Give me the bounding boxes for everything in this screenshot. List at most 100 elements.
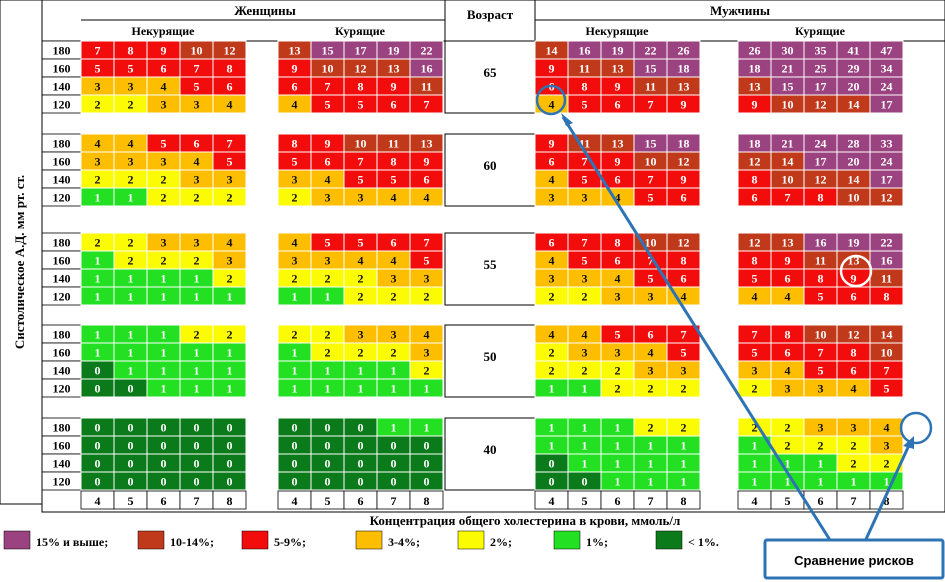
risk-value: 2	[615, 382, 621, 396]
risk-value: 9	[615, 155, 621, 169]
risk-value: 7	[358, 155, 364, 169]
risk-value: 8	[818, 272, 824, 286]
risk-value: 10	[782, 173, 794, 187]
risk-value: 10	[782, 98, 794, 112]
risk-value: 13	[421, 137, 433, 151]
risk-value: 6	[851, 364, 857, 378]
risk-value: 2	[358, 346, 364, 360]
risk-value: 3	[128, 155, 134, 169]
risk-value: 1	[95, 191, 101, 205]
risk-value: 4	[549, 98, 555, 112]
risk-value: 3	[424, 272, 430, 286]
risk-value: 14	[782, 155, 794, 169]
risk-value: 5	[128, 62, 134, 76]
risk-value: 0	[227, 439, 233, 453]
risk-value: 0	[194, 457, 200, 471]
risk-value: 8	[615, 236, 621, 250]
table-frame	[41, 0, 945, 513]
risk-value: 0	[424, 475, 430, 489]
risk-value: 13	[388, 62, 400, 76]
annotation-arrow	[561, 116, 837, 549]
risk-value: 7	[95, 44, 101, 58]
risk-value: 26	[678, 44, 690, 58]
bp-label: 140	[53, 457, 71, 471]
risk-value: 15	[322, 44, 334, 58]
risk-value: 5	[227, 155, 233, 169]
risk-value: 41	[848, 44, 860, 58]
risk-value: 20	[848, 155, 860, 169]
risk-value: 1	[851, 475, 857, 489]
risk-value: 0	[95, 382, 101, 396]
risk-value: 5	[391, 173, 397, 187]
cholesterol-tick: 7	[194, 494, 200, 508]
risk-value: 11	[579, 62, 590, 76]
risk-value: 5	[194, 80, 200, 94]
risk-value: 3	[194, 236, 200, 250]
risk-value: 8	[851, 346, 857, 360]
risk-cell-men-nonsmokers	[666, 471, 701, 491]
risk-value: 3	[391, 328, 397, 342]
risk-value: 26	[749, 44, 761, 58]
risk-value: 0	[358, 457, 364, 471]
risk-value: 0	[292, 439, 298, 453]
risk-cell-men-smokers	[869, 187, 904, 207]
risk-value: 0	[424, 457, 430, 471]
risk-value: 3	[358, 191, 364, 205]
risk-value: 8	[227, 62, 233, 76]
risk-value: 21	[782, 137, 794, 151]
cholesterol-tick: 4	[549, 494, 555, 508]
risk-value: 3	[161, 236, 167, 250]
risk-value: 1	[752, 457, 758, 471]
bp-label: 160	[53, 155, 71, 169]
risk-value: 28	[848, 137, 860, 151]
risk-value: 10	[815, 328, 827, 342]
risk-value: 7	[325, 80, 331, 94]
risk-value: 6	[681, 191, 687, 205]
risk-value: 1	[549, 382, 555, 396]
risk-value: 4	[391, 191, 397, 205]
risk-value: 9	[292, 62, 298, 76]
risk-value: 2	[785, 439, 791, 453]
risk-value: 12	[749, 155, 761, 169]
risk-value: 4	[681, 290, 687, 304]
risk-value: 16	[579, 44, 591, 58]
risk-value: 1	[161, 328, 167, 342]
risk-value: 2	[818, 439, 824, 453]
risk-value: 1	[582, 457, 588, 471]
risk-value: 8	[752, 254, 758, 268]
risk-value: 1	[95, 272, 101, 286]
risk-value: 0	[95, 475, 101, 489]
risk-value: 34	[881, 62, 893, 76]
risk-value: 2	[549, 290, 555, 304]
risk-value: 2	[128, 173, 134, 187]
risk-value: 4	[582, 328, 588, 342]
risk-value: 0	[292, 421, 298, 435]
risk-value: 2	[615, 364, 621, 378]
risk-value: 13	[678, 80, 690, 94]
risk-value: 6	[227, 80, 233, 94]
risk-cell-women-smokers	[409, 286, 444, 306]
risk-value: 1	[615, 457, 621, 471]
annotation-circle	[839, 254, 873, 288]
risk-value: 1	[128, 364, 134, 378]
cholesterol-tick: 4	[292, 494, 298, 508]
risk-value: 4	[615, 191, 621, 205]
risk-value: 4	[549, 254, 555, 268]
risk-value: 1	[292, 382, 298, 396]
risk-value: 2	[851, 439, 857, 453]
risk-value: 2	[681, 421, 687, 435]
risk-value: 11	[421, 80, 432, 94]
risk-value: 5	[648, 272, 654, 286]
risk-value: 3	[161, 155, 167, 169]
chol-cell	[666, 490, 701, 510]
risk-value: 0	[128, 475, 134, 489]
risk-value: 3	[818, 382, 824, 396]
risk-value: 3	[292, 173, 298, 187]
risk-value: 5	[752, 346, 758, 360]
risk-value: 10	[881, 346, 893, 360]
risk-value: 2	[194, 254, 200, 268]
risk-value: 2	[582, 364, 588, 378]
arrowhead	[903, 436, 914, 449]
risk-value: 5	[818, 290, 824, 304]
risk-value: 1	[128, 272, 134, 286]
